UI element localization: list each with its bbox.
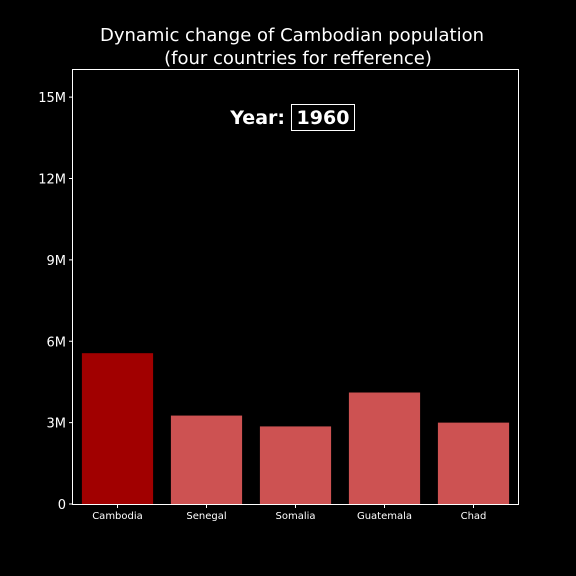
y-tick-label: 12M: [38, 173, 66, 188]
x-tick-label: Chad: [461, 511, 487, 522]
x-tick-label: Cambodia: [92, 511, 143, 522]
y-tick-label: 3M: [47, 417, 67, 432]
year-box: [291, 104, 355, 131]
bars-group: [81, 353, 510, 504]
chart-title-line-1: Dynamic change of Cambodian population: [100, 25, 484, 46]
y-tick-label: 6M: [47, 335, 67, 350]
bar-chad: [437, 422, 510, 504]
plot-frame: [72, 69, 519, 505]
x-axis-ticks: Cambodia Senegal Somalia Guatemala Chad: [92, 504, 486, 522]
x-tick-label: Somalia: [275, 511, 315, 522]
y-tick-label: 9M: [47, 254, 67, 269]
year-value: 1960: [297, 107, 350, 129]
x-tick-label: Senegal: [186, 511, 226, 522]
x-tick-label: Guatemala: [357, 511, 412, 522]
chart-title-line-2: (four countries for refference): [164, 48, 432, 69]
y-axis-ticks: 0 3M 6M 9M 12M 15M: [38, 91, 73, 513]
bar-senegal: [170, 415, 243, 504]
y-tick-label: 15M: [38, 91, 66, 106]
year-label: Year:: [229, 107, 285, 129]
bar-somalia: [259, 426, 332, 504]
bar-guatemala: [348, 392, 421, 504]
y-tick-label: 0: [58, 498, 66, 513]
bar-cambodia: [81, 353, 154, 504]
